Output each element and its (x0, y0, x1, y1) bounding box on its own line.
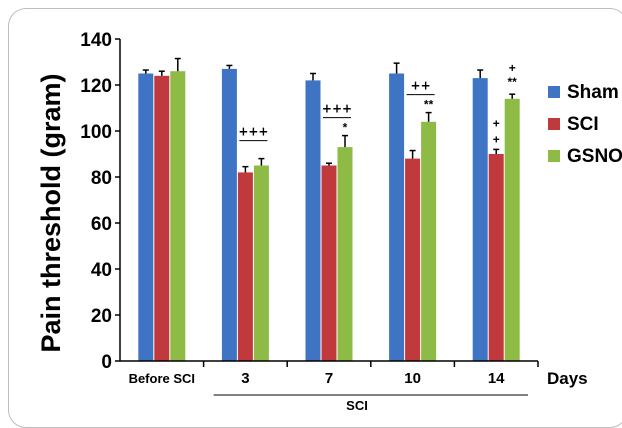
bar-sci (321, 165, 337, 361)
y-tick-label: 100 (80, 122, 112, 143)
y-tick-label: 120 (80, 76, 112, 97)
y-tick-label: 140 (80, 30, 112, 51)
bar-sci (405, 158, 421, 361)
y-tick-label: 0 (101, 352, 112, 373)
significance-mark: * (343, 121, 348, 135)
significance-mark: + (493, 132, 500, 146)
legend-swatch-sci (548, 118, 560, 130)
x-tick-label: 3 (241, 370, 249, 387)
x-tick-label: 14 (488, 370, 505, 387)
bar-gsno (253, 165, 269, 361)
sci-group-label: SCI (346, 398, 368, 413)
bar-sham (472, 78, 488, 361)
bar-chart: Pain threshold (gram) 0 20 40 60 80 100 120 140… (36, 30, 622, 413)
y-tick-label: 40 (91, 260, 112, 281)
significance-mark: +++ (238, 125, 268, 139)
bar-gsno (170, 71, 186, 361)
x-tick-label: 10 (404, 370, 421, 387)
significance-mark: + (509, 61, 516, 75)
significance-mark: + (493, 116, 500, 130)
significance-mark: +++ (322, 102, 352, 116)
bar-gsno (337, 147, 353, 361)
x-tick-label: Before SCI (129, 371, 195, 386)
legend-label-sci: SCI (567, 114, 599, 135)
legend-swatch-gsno (548, 150, 560, 162)
bar-sham (305, 80, 321, 362)
significance-mark: ** (424, 98, 434, 112)
legend-label-gsno: GSNO (567, 146, 622, 167)
bar-gsno (421, 121, 437, 361)
legend-swatch-sham (548, 86, 560, 98)
x-tick-label: 7 (325, 370, 333, 387)
x-axis-title: Days (547, 369, 588, 388)
bar-gsno (504, 98, 520, 362)
bar-sham (221, 68, 237, 362)
significance-mark: ++ (411, 79, 431, 93)
legend-label-sham: Sham (567, 82, 619, 103)
y-tick-label: 60 (91, 214, 112, 235)
y-axis-title: Pain threshold (gram) (36, 73, 66, 352)
bar-sham (138, 73, 154, 361)
bar-sci (488, 154, 504, 361)
bar-sham (389, 73, 405, 361)
y-tick-label: 20 (91, 306, 112, 327)
bar-sci (154, 75, 170, 362)
y-tick-label: 80 (91, 168, 112, 189)
bar-sci (237, 172, 253, 361)
significance-mark: ** (508, 75, 518, 89)
